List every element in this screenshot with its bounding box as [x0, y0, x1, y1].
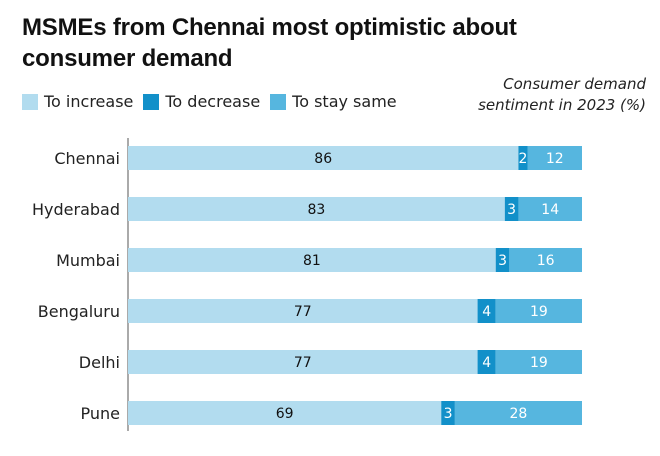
legend-label-stay-same: To stay same	[292, 92, 397, 111]
bar-increase-hyderabad	[128, 197, 505, 221]
data-label-increase-pune: 69	[276, 406, 294, 422]
legend-item-decrease: To decrease	[143, 92, 260, 111]
bar-increase-bengaluru	[128, 299, 478, 323]
data-label-decrease-mumbai: 3	[498, 253, 507, 269]
legend: To increase To decrease To stay same	[22, 92, 407, 111]
data-label-stay-same-hyderabad: 14	[541, 202, 559, 218]
bar-increase-pune	[128, 401, 442, 425]
data-label-decrease-chennai: 2	[519, 151, 528, 167]
bar-decrease-delhi	[477, 350, 496, 374]
bar-increase-mumbai	[128, 248, 496, 272]
bar-decrease-bengaluru	[477, 299, 496, 323]
bar-increase-chennai	[128, 146, 519, 170]
data-label-decrease-bengaluru: 4	[482, 304, 491, 320]
legend-item-increase: To increase	[22, 92, 133, 111]
category-label-pune: Pune	[81, 404, 121, 423]
bar-decrease-pune	[441, 401, 455, 425]
legend-swatch-increase	[22, 93, 38, 110]
bar-decrease-mumbai	[495, 248, 510, 272]
bar-stay-same-bengaluru	[495, 299, 582, 323]
legend-label-decrease: To decrease	[165, 92, 261, 111]
bar-stay-same-pune	[454, 401, 582, 425]
bar-stay-same-hyderabad	[518, 197, 582, 221]
chart-title: MSMEs from Chennai most optimistic about…	[22, 14, 517, 72]
legend-swatch-decrease	[143, 93, 160, 110]
data-label-stay-same-mumbai: 16	[537, 253, 555, 269]
bar-stay-same-mumbai	[509, 248, 582, 272]
data-label-increase-mumbai: 81	[303, 253, 321, 269]
data-label-decrease-delhi: 4	[482, 355, 491, 371]
chart-note: Consumer demand sentiment in 2023 (%)	[478, 75, 646, 114]
data-label-stay-same-bengaluru: 19	[530, 304, 548, 320]
category-label-bengaluru: Bengaluru	[38, 302, 120, 321]
data-label-increase-chennai: 86	[314, 151, 332, 167]
bar-decrease-hyderabad	[504, 197, 519, 221]
legend-item-stay-same: To stay same	[270, 92, 397, 111]
category-label-delhi: Delhi	[79, 353, 120, 372]
bar-increase-delhi	[128, 350, 478, 374]
legend-label-increase: To increase	[44, 92, 134, 111]
category-label-hyderabad: Hyderabad	[32, 200, 120, 219]
data-label-decrease-hyderabad: 3	[507, 202, 516, 218]
data-label-stay-same-pune: 28	[510, 406, 528, 422]
bar-stay-same-chennai	[527, 146, 582, 170]
legend-swatch-stay-same	[270, 93, 287, 110]
data-label-decrease-pune: 3	[444, 406, 453, 422]
data-label-stay-same-delhi: 19	[530, 355, 548, 371]
data-label-stay-same-chennai: 12	[546, 151, 564, 167]
bar-stay-same-delhi	[495, 350, 582, 374]
data-label-increase-bengaluru: 77	[294, 304, 312, 320]
category-label-chennai: Chennai	[54, 149, 120, 168]
data-label-increase-hyderabad: 83	[307, 202, 325, 218]
data-label-increase-delhi: 77	[294, 355, 312, 371]
category-label-mumbai: Mumbai	[56, 251, 120, 270]
bar-decrease-chennai	[518, 146, 528, 170]
